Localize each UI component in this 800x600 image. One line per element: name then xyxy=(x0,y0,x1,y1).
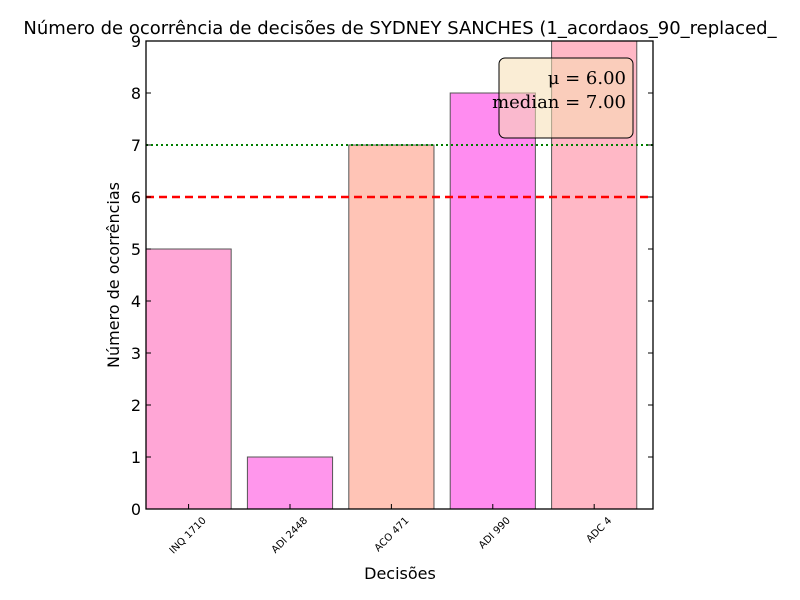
legend-box xyxy=(498,57,634,139)
bar-adi-2448 xyxy=(246,456,334,510)
x-tick-label: ADI 2448 xyxy=(270,515,310,555)
stats-legend: μ = 6.00 median = 7.00 xyxy=(492,57,634,139)
bar-adi-990 xyxy=(449,92,536,510)
legend-mean: μ = 6.00 xyxy=(548,68,626,89)
y-tick-label: 7 xyxy=(131,136,141,155)
x-tick-label: ACO 471 xyxy=(373,515,412,554)
y-axis: 0 1 2 3 4 5 6 7 8 9 xyxy=(131,32,653,519)
legend-median: median = 7.00 xyxy=(492,92,626,113)
y-tick-label: 6 xyxy=(131,188,141,207)
y-tick-label: 1 xyxy=(131,448,141,467)
y-tick-label: 5 xyxy=(131,240,141,259)
x-axis: INQ 1710 ADI 2448 ACO 471 ADI 990 ADC 4 xyxy=(168,504,615,556)
bar-aco-471 xyxy=(348,144,435,510)
bar-inq-1710 xyxy=(145,248,232,510)
x-tick-label: INQ 1710 xyxy=(168,515,209,556)
x-tick-label: ADC 4 xyxy=(585,515,615,545)
x-axis-label: Decisões xyxy=(364,564,436,583)
reference-lines xyxy=(146,144,653,199)
y-tick-label: 2 xyxy=(131,396,141,415)
plot-frame xyxy=(145,40,654,510)
y-tick-label: 3 xyxy=(131,344,141,363)
y-tick-label: 0 xyxy=(131,500,141,519)
chart-title: Número de ocorrência de decisões de SYDN… xyxy=(23,18,777,39)
y-axis-label: Número de ocorrências xyxy=(104,182,123,368)
y-tick-label: 9 xyxy=(131,32,141,51)
y-tick-label: 8 xyxy=(131,84,141,103)
x-tick-label: ADI 990 xyxy=(477,515,513,551)
y-tick-label: 4 xyxy=(131,292,141,311)
